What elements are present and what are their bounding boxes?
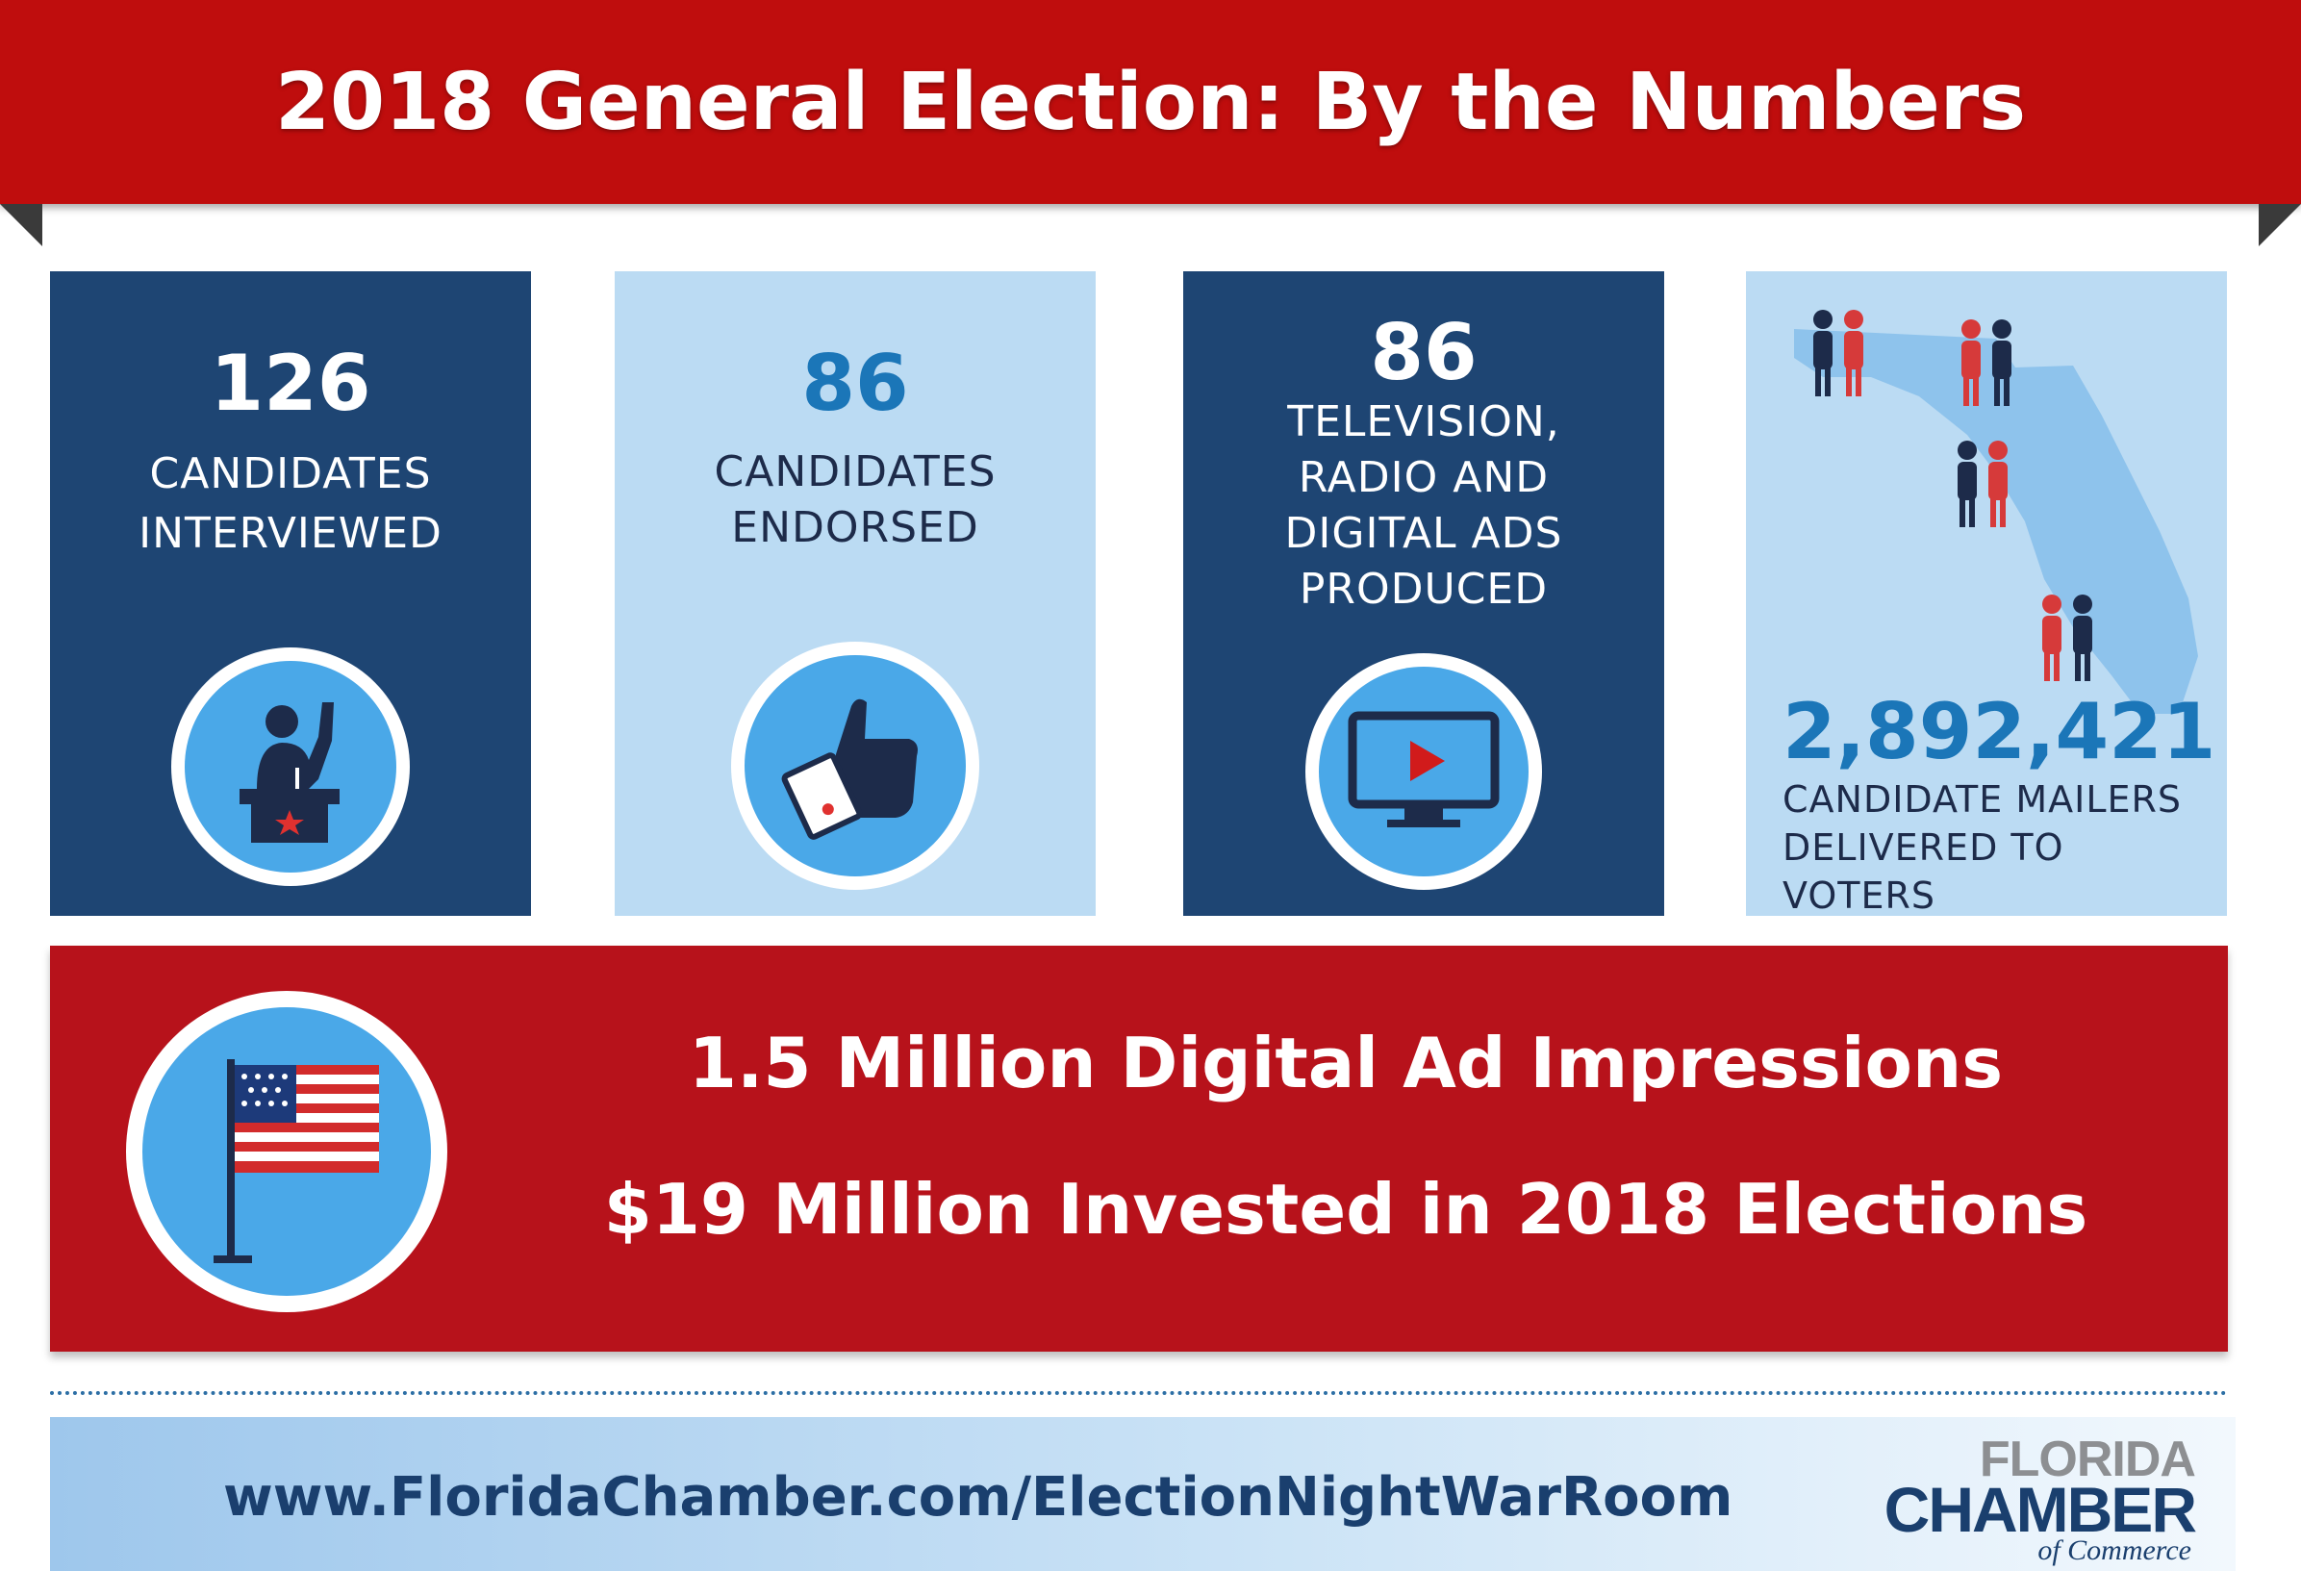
thumbs-up-icon xyxy=(731,642,979,890)
podium-speaker-icon xyxy=(171,647,410,886)
logo-commerce-text: of Commerce xyxy=(2037,1534,2191,1566)
footer: www.FloridaChamber.com/ElectionNightWarR… xyxy=(50,1417,2236,1571)
dotted-divider xyxy=(50,1391,2228,1395)
stat-label-line: INTERVIEWED xyxy=(139,509,442,558)
stat-panel-mailers: 2,892,421 CANDIDATE MAILERS DELIVERED TO… xyxy=(1746,271,2227,917)
summary-band: 1.5 Million Digital Ad Impressions $19 M… xyxy=(50,946,2228,1352)
band-line-investment: $19 Million Invested in 2018 Elections xyxy=(603,1169,2088,1250)
banner-fold-right xyxy=(2259,204,2301,246)
header-banner xyxy=(0,0,2301,204)
stat-label-line: TELEVISION, xyxy=(1287,397,1560,446)
stat-panel-endorsed: 86 CANDIDATES ENDORSED xyxy=(615,271,1096,916)
american-flag-icon xyxy=(126,991,447,1312)
stat-number: 126 xyxy=(210,339,371,428)
florida-voters-map-icon xyxy=(1794,310,2198,714)
stat-label-line: CANDIDATE MAILERS xyxy=(1783,778,2183,821)
stat-label-line: CANDIDATES xyxy=(714,447,997,496)
tv-play-icon xyxy=(1305,653,1542,890)
florida-chamber-logo: FLORIDA CHAMBER of Commerce xyxy=(1884,1431,2214,1566)
stat-number: 86 xyxy=(801,339,909,428)
stat-label-line: PRODUCED xyxy=(1299,565,1549,614)
logo-chamber-text: CHAMBER xyxy=(1884,1474,2197,1545)
stat-label-line: CANDIDATES xyxy=(149,449,432,498)
band-line-impressions: 1.5 Million Digital Ad Impressions xyxy=(688,1023,2004,1103)
logo-florida-text: FLORIDA xyxy=(1979,1431,2196,1487)
footer-url-link[interactable]: www.FloridaChamber.com/ElectionNightWarR… xyxy=(223,1466,1733,1529)
stat-label-line: DIGITAL ADS xyxy=(1284,509,1563,558)
stat-panel-ads: 86 TELEVISION, RADIO AND DIGITAL ADS PRO… xyxy=(1183,271,1664,916)
stat-number: 2,892,421 xyxy=(1783,687,2216,776)
banner-fold-left xyxy=(0,204,42,246)
stat-label-line: RADIO AND xyxy=(1298,453,1550,502)
stat-label-line: DELIVERED TO VOTERS xyxy=(1783,826,2064,917)
stat-panel-interviewed: 126 CANDIDATES INTERVIEWED xyxy=(50,271,531,916)
stat-number: 86 xyxy=(1370,308,1478,397)
stat-label-line: ENDORSED xyxy=(731,503,979,552)
page-title: 2018 General Election: By the Numbers xyxy=(274,56,2027,148)
